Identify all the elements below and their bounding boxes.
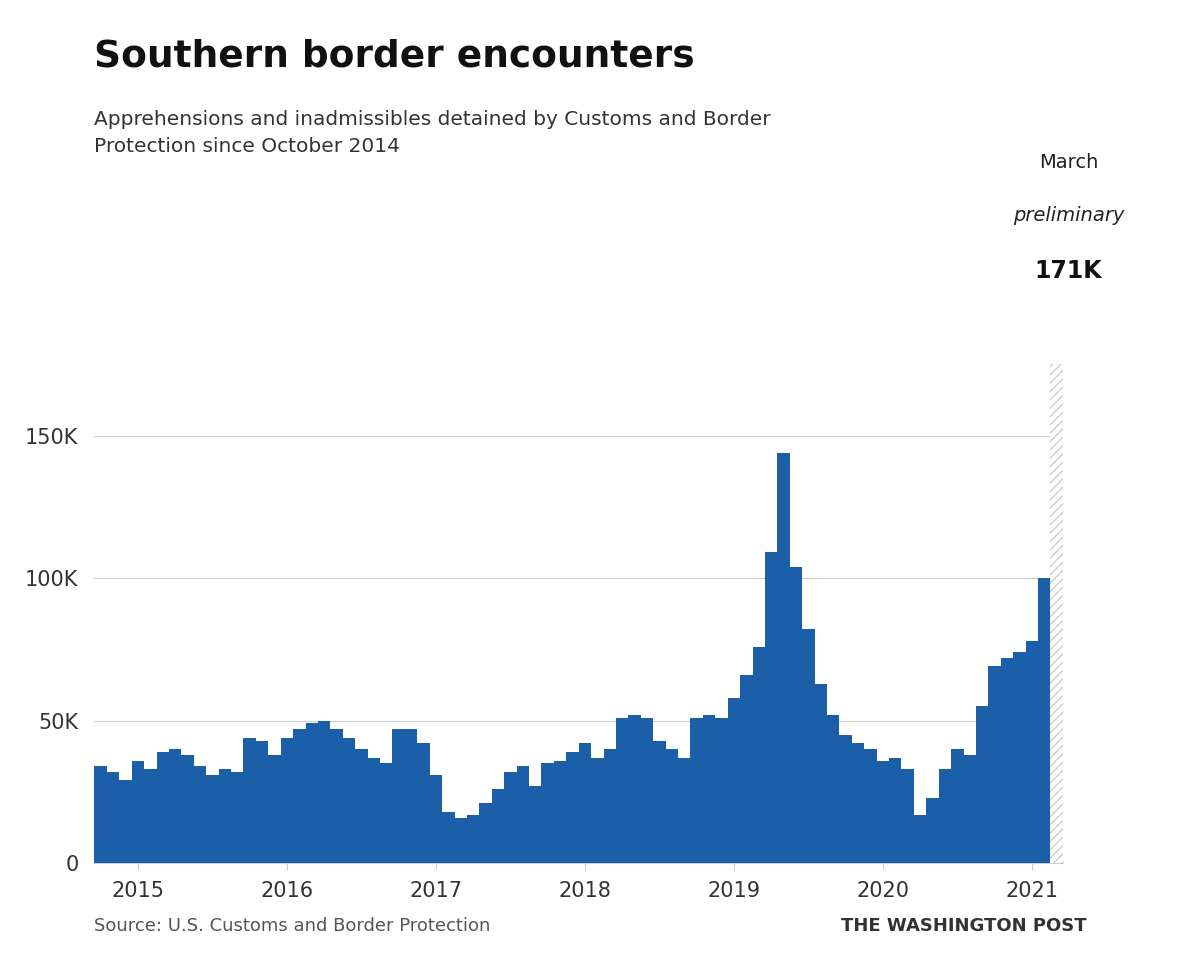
Bar	[466, 814, 479, 863]
Bar	[802, 629, 815, 863]
Bar	[157, 752, 169, 863]
Bar	[342, 737, 355, 863]
Bar	[392, 729, 405, 863]
Bar	[132, 760, 144, 863]
Bar	[852, 743, 864, 863]
Bar	[914, 814, 926, 863]
Bar	[1050, 376, 1063, 863]
Bar	[840, 735, 852, 863]
Bar	[752, 646, 765, 863]
Bar	[889, 758, 901, 863]
Bar	[653, 740, 666, 863]
Bar	[765, 552, 777, 863]
Bar	[367, 758, 380, 863]
Bar	[107, 772, 119, 863]
Bar	[703, 714, 716, 863]
Bar	[430, 775, 442, 863]
Text: Apprehensions and inadmissibles detained by Customs and Border
Protection since : Apprehensions and inadmissibles detained…	[94, 110, 771, 155]
Bar	[380, 763, 392, 863]
Text: THE WASHINGTON POST: THE WASHINGTON POST	[841, 917, 1087, 935]
Bar	[1013, 652, 1025, 863]
Bar	[182, 755, 194, 863]
Bar	[579, 743, 592, 863]
Bar	[355, 749, 367, 863]
Bar	[1050, 376, 1063, 863]
Bar	[268, 755, 281, 863]
Bar	[1000, 658, 1013, 863]
Bar	[207, 775, 218, 863]
Bar	[1050, 364, 1063, 863]
Bar	[144, 769, 157, 863]
Bar	[1038, 578, 1050, 863]
Bar	[442, 812, 455, 863]
Bar	[218, 769, 231, 863]
Bar	[628, 714, 641, 863]
Bar	[864, 749, 876, 863]
Bar	[827, 714, 840, 863]
Bar	[281, 737, 293, 863]
Bar	[616, 717, 628, 863]
Bar	[951, 749, 964, 863]
Bar	[777, 453, 790, 863]
Bar	[641, 717, 653, 863]
Bar	[727, 698, 740, 863]
Bar	[554, 760, 566, 863]
Bar	[405, 729, 417, 863]
Bar	[1025, 641, 1038, 863]
Bar	[964, 755, 976, 863]
Bar	[566, 752, 579, 863]
Bar	[716, 717, 727, 863]
Text: preliminary: preliminary	[1013, 206, 1124, 225]
Bar	[901, 769, 914, 863]
Text: 171K: 171K	[1035, 259, 1102, 283]
Bar	[529, 786, 541, 863]
Bar	[876, 760, 889, 863]
Bar	[939, 769, 951, 863]
Bar	[169, 749, 182, 863]
Bar	[119, 781, 132, 863]
Bar	[306, 723, 318, 863]
Bar	[94, 766, 107, 863]
Bar	[479, 804, 491, 863]
Bar	[293, 729, 306, 863]
Text: Southern border encounters: Southern border encounters	[94, 38, 696, 75]
Bar	[417, 743, 430, 863]
Bar	[666, 749, 678, 863]
Bar	[678, 758, 691, 863]
Bar	[491, 789, 504, 863]
Bar	[243, 737, 256, 863]
Bar	[815, 684, 827, 863]
Bar	[603, 749, 616, 863]
Bar	[691, 717, 703, 863]
Bar	[988, 667, 1000, 863]
Bar	[541, 763, 554, 863]
Bar	[194, 766, 207, 863]
Bar	[516, 766, 529, 863]
Bar	[455, 817, 466, 863]
Bar	[331, 729, 342, 863]
Bar	[592, 758, 603, 863]
Bar	[740, 675, 752, 863]
Bar	[318, 720, 331, 863]
Bar	[926, 798, 939, 863]
Bar	[976, 707, 988, 863]
Text: March: March	[1039, 153, 1098, 173]
Bar	[504, 772, 516, 863]
Bar	[231, 772, 243, 863]
Text: Source: U.S. Customs and Border Protection: Source: U.S. Customs and Border Protecti…	[94, 917, 491, 935]
Bar	[256, 740, 268, 863]
Bar	[790, 567, 802, 863]
